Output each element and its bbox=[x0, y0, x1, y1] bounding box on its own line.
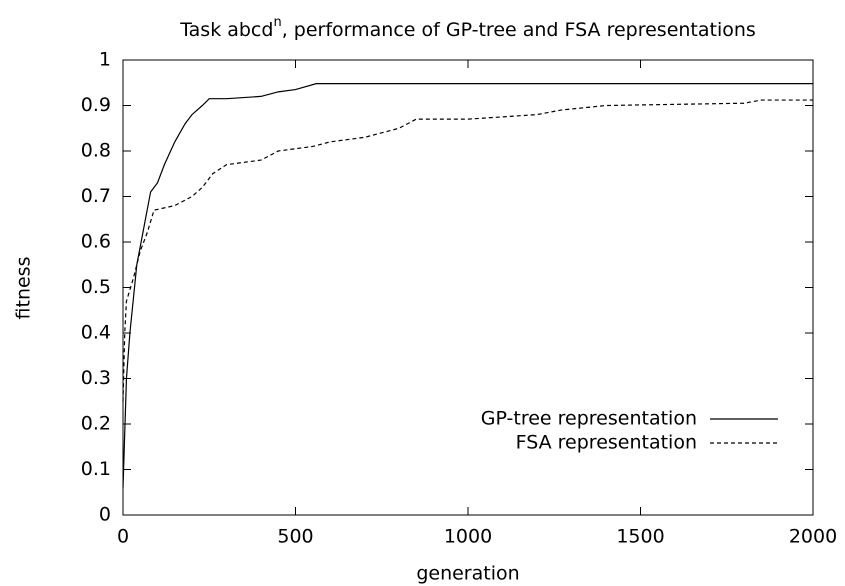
title-text: Task abcd bbox=[179, 19, 273, 41]
x-tick-label: 1500 bbox=[616, 526, 664, 548]
y-tick-label: 0.3 bbox=[81, 367, 111, 389]
legend-label: FSA representation bbox=[516, 432, 697, 454]
y-axis-label: fitness bbox=[13, 257, 35, 320]
y-tick-label: 0.2 bbox=[81, 413, 111, 435]
y-tick-label: 0 bbox=[99, 504, 111, 526]
series-line bbox=[122, 99, 813, 402]
y-tick-label: 0.8 bbox=[81, 140, 111, 162]
y-tick-label: 0.9 bbox=[81, 94, 111, 116]
y-tick-label: 1 bbox=[99, 49, 111, 71]
y-tick-label: 0.1 bbox=[81, 458, 111, 480]
x-axis-label: generation bbox=[416, 563, 519, 585]
x-tick-label: 500 bbox=[277, 526, 313, 548]
y-tick-label: 0.7 bbox=[81, 185, 111, 207]
y-tick-label: 0.4 bbox=[81, 322, 111, 344]
title-superscript: n bbox=[273, 15, 281, 30]
series-line bbox=[122, 83, 813, 488]
x-tick-label: 0 bbox=[117, 526, 129, 548]
chart-title: Task abcdn, performance of GP-tree and F… bbox=[179, 15, 756, 41]
x-tick-label: 2000 bbox=[789, 526, 837, 548]
x-tick-label: 1000 bbox=[444, 526, 492, 548]
legend-label: GP-tree representation bbox=[481, 408, 697, 430]
y-tick-label: 0.6 bbox=[81, 231, 111, 253]
y-tick-label: 0.5 bbox=[81, 276, 111, 298]
plot-frame bbox=[122, 59, 814, 516]
title-rest: , performance of GP-tree and FSA represe… bbox=[282, 19, 756, 41]
